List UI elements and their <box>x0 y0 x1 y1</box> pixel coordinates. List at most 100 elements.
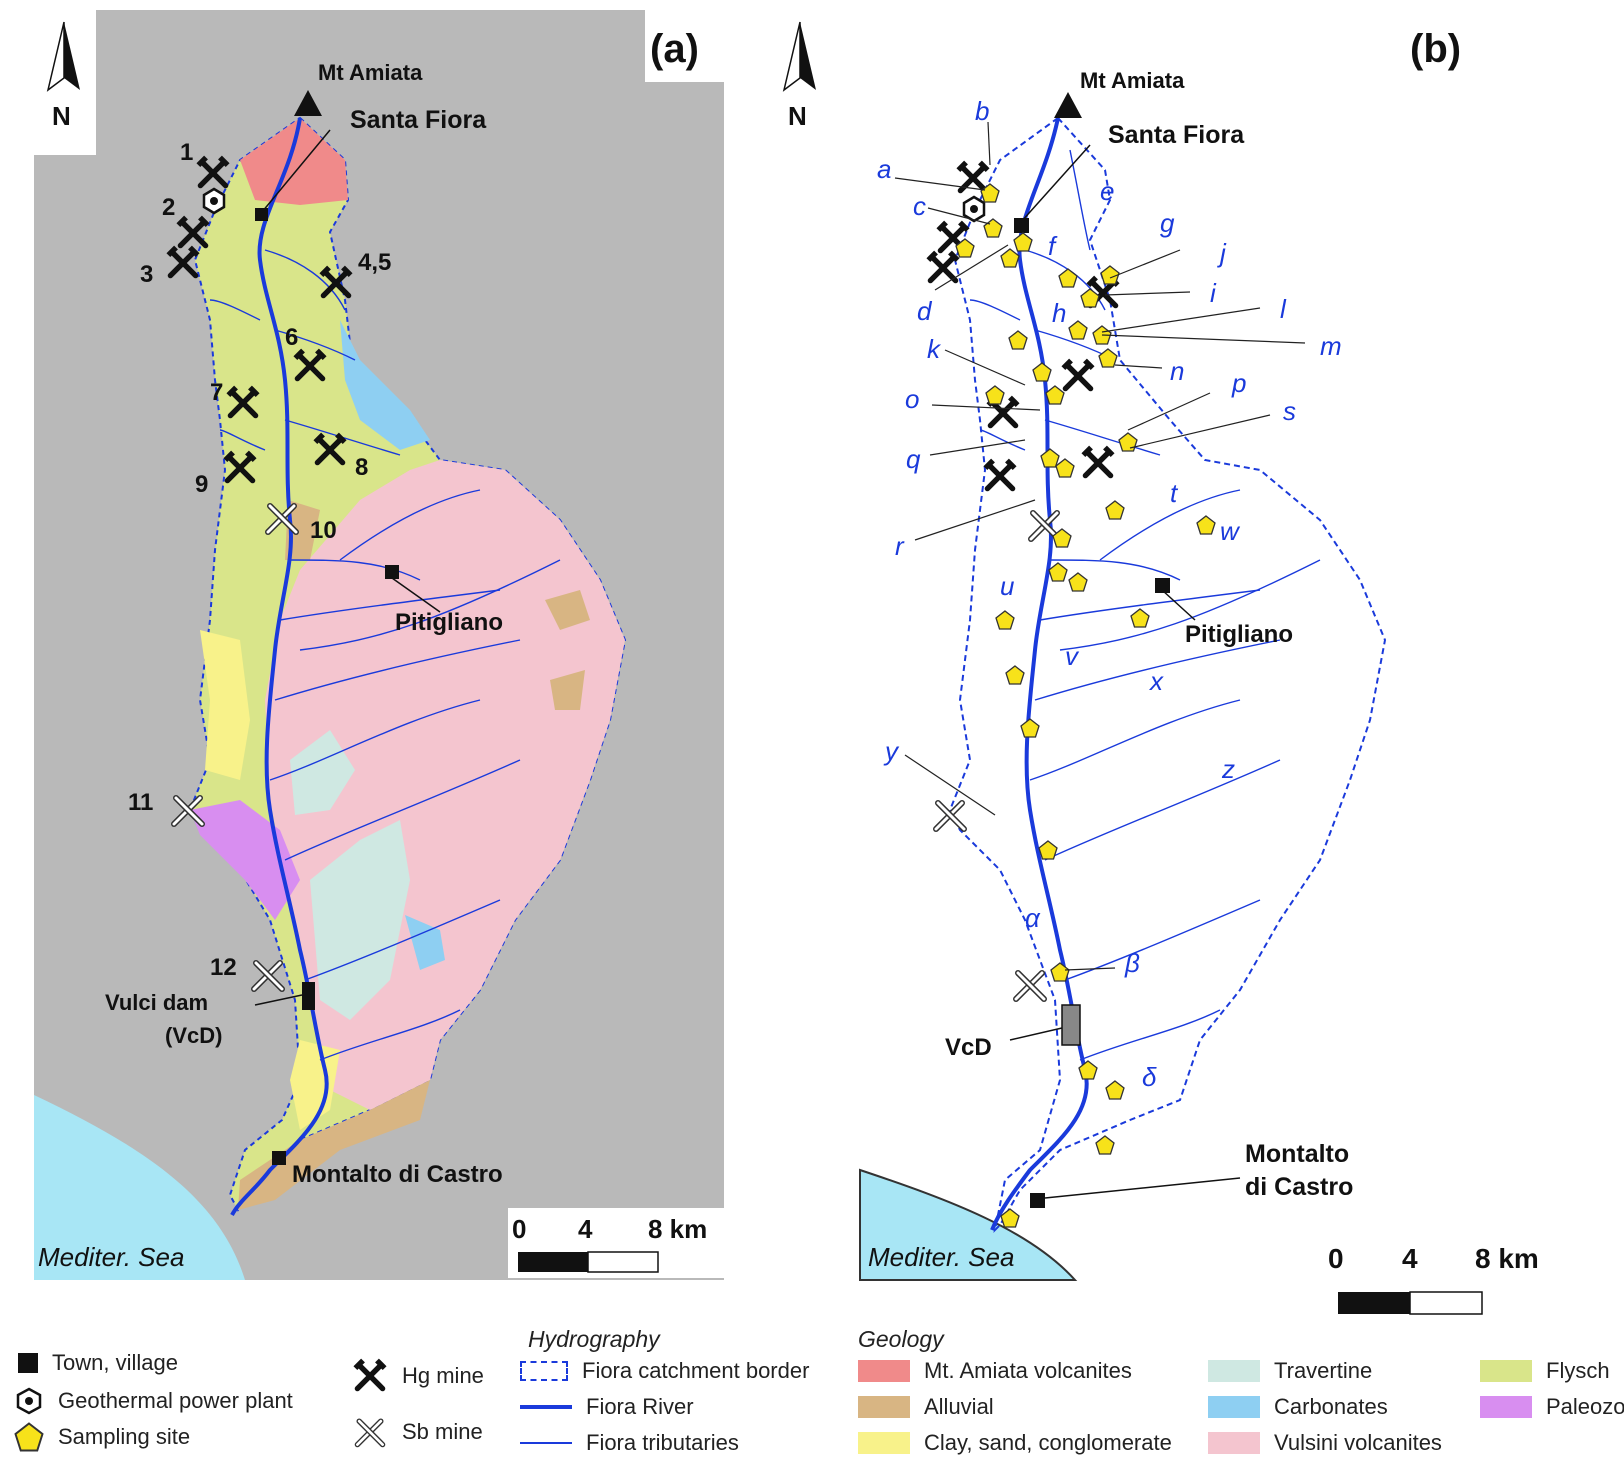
legend-geology-item: Flysch <box>1480 1358 1610 1384</box>
tributaries-b <box>969 149 1321 1061</box>
fiora-river-b <box>990 117 1089 1231</box>
town-icon <box>255 208 268 221</box>
mine-number: 10 <box>310 517 337 544</box>
site-letter: h <box>1052 298 1066 328</box>
legend-geology-item: Travertine <box>1208 1358 1372 1384</box>
site-letter: n <box>1170 356 1184 386</box>
dam-icon <box>1061 1004 1081 1046</box>
svg-text:0: 0 <box>512 1214 526 1244</box>
site-letter: α <box>1025 903 1041 933</box>
site-letter: c <box>913 191 926 221</box>
panel-label-a: (a) <box>650 27 699 71</box>
town-icon <box>1014 218 1029 233</box>
svg-text:8 km: 8 km <box>1475 1243 1539 1274</box>
site-letter: x <box>1148 666 1164 696</box>
svg-text:N: N <box>788 101 807 131</box>
site-letter: f <box>1048 231 1058 261</box>
legend-border: Fiora catchment border <box>520 1358 809 1384</box>
scale-bar-b: 0 4 8 km <box>1328 1243 1539 1315</box>
site-letter: z <box>1221 754 1235 784</box>
site-letter: p <box>1231 368 1246 398</box>
site-letter: s <box>1283 396 1296 426</box>
mine-number: 1 <box>180 139 193 166</box>
geology-swatch <box>1208 1396 1260 1418</box>
site-letter: t <box>1170 478 1179 508</box>
geology-label: Vulsini volcanites <box>1274 1430 1442 1455</box>
sb-mine-icon <box>352 1414 388 1450</box>
hg-mine-icon <box>1081 446 1114 476</box>
site-letter: δ <box>1142 1062 1157 1092</box>
legend-geology-item: Clay, sand, conglomerate <box>858 1430 1172 1456</box>
legend: Town, village Geothermal power plant Sam… <box>0 1326 1624 1480</box>
peak-icon-b <box>1054 92 1082 118</box>
legend-hg: Hg mine <box>352 1358 484 1394</box>
dam-label: Vulci dam <box>105 990 208 1015</box>
town-label: Santa Fiora <box>1108 121 1245 149</box>
site-letter: w <box>1220 516 1241 546</box>
hg-mine-icon <box>1061 359 1094 389</box>
dam-label: VcD <box>945 1034 992 1061</box>
geology-label: Travertine <box>1274 1358 1373 1383</box>
svg-text:4: 4 <box>578 1214 593 1244</box>
town-icon <box>1155 578 1170 593</box>
town-icon <box>1030 1193 1045 1208</box>
site-letter: o <box>905 384 919 414</box>
geology-label: Mt. Amiata volcanites <box>924 1358 1132 1383</box>
town-label: Santa Fiora <box>350 106 487 134</box>
panel-label-b: (b) <box>1410 27 1461 71</box>
mine-number: 4,5 <box>358 249 391 276</box>
site-letter: y <box>883 736 900 766</box>
hg-mine-icon <box>352 1358 388 1394</box>
geology-swatch <box>858 1396 910 1418</box>
sea-area-b <box>859 1168 1078 1281</box>
site-letter: i <box>1210 278 1217 308</box>
town-icon <box>272 1151 286 1165</box>
geology-swatch <box>1208 1432 1260 1454</box>
geology-swatch <box>858 1432 910 1454</box>
tributaries-a <box>209 249 561 1061</box>
north-arrow-b: N <box>782 21 816 131</box>
sea-label-b: Mediter. Sea <box>868 1242 1014 1272</box>
border-swatch <box>520 1361 568 1381</box>
geology-swatch <box>1480 1396 1532 1418</box>
town-label: Pitigliano <box>395 609 503 636</box>
mine-number: 8 <box>355 454 368 481</box>
hg-mine-icon <box>956 161 989 191</box>
panel-b: Mt Amiata Santa Fiora Pitigliano Montalt… <box>782 21 1539 1315</box>
fiora-river-a <box>230 117 329 1216</box>
legend-tributaries: Fiora tributaries <box>520 1430 739 1456</box>
site-letter: e <box>1100 176 1114 206</box>
sb-mine-icon <box>936 803 964 829</box>
geothermal-plant-icon <box>16 1387 42 1415</box>
dam-icon <box>302 982 315 1010</box>
svg-text:0: 0 <box>1328 1243 1344 1274</box>
sea-label-a: Mediter. Sea <box>38 1242 184 1272</box>
legend-hydrography-title: Hydrography <box>528 1326 660 1352</box>
scale-bar-a: 0 4 8 km <box>508 1208 724 1278</box>
mine-number: 3 <box>140 261 153 288</box>
site-letter: β <box>1124 948 1140 978</box>
site-letter: a <box>877 154 891 184</box>
town-icon <box>385 565 399 579</box>
dam-abbr-label: (VcD) <box>165 1023 222 1048</box>
site-letter: u <box>1000 571 1014 601</box>
site-letter: m <box>1320 331 1342 361</box>
town-label: Montalto <box>1245 1140 1349 1168</box>
sampling-sites <box>955 183 1216 1228</box>
site-letter: j <box>1217 238 1227 268</box>
geology-label: Carbonates <box>1274 1394 1388 1419</box>
geology-label: Clay, sand, conglomerate <box>924 1430 1172 1455</box>
legend-geology-item: Mt. Amiata volcanites <box>858 1358 1132 1384</box>
svg-text:N: N <box>52 101 71 131</box>
tributary-swatch <box>520 1442 572 1444</box>
town-label: Pitigliano <box>1185 621 1293 648</box>
legend-sampling: Sampling site <box>14 1422 190 1452</box>
site-letter: k <box>927 334 942 364</box>
legend-geology-item: Vulsini volcanites <box>1208 1430 1442 1456</box>
svg-text:8 km: 8 km <box>648 1214 707 1244</box>
hg-mine-icon <box>983 459 1016 489</box>
legend-town: Town, village <box>14 1350 178 1376</box>
site-letter: v <box>1065 641 1080 671</box>
sb-mine-icon <box>1016 973 1044 999</box>
geology-label: Alluvial <box>924 1394 994 1419</box>
